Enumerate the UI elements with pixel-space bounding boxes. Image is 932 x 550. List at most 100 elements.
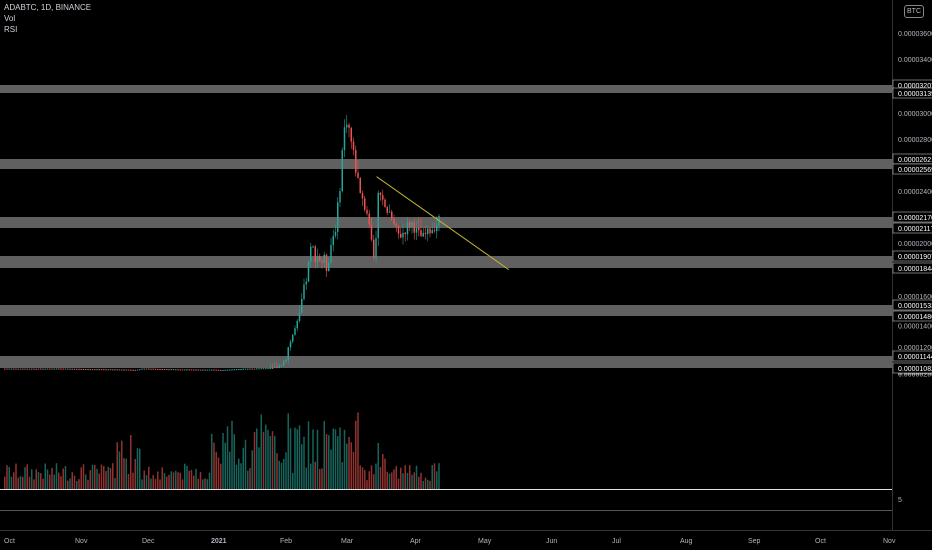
volume-bar	[334, 429, 337, 489]
volume-bar	[80, 467, 82, 489]
volume-bar	[35, 469, 37, 489]
candle	[78, 368, 80, 370]
candle	[150, 368, 152, 370]
volume-bar	[141, 479, 143, 489]
volume-bar	[231, 420, 233, 489]
volume-bar	[283, 458, 285, 489]
candle	[24, 368, 26, 370]
time-tick-label: Jul	[612, 538, 621, 545]
time-tick-label: Aug	[680, 538, 693, 545]
candle	[393, 219, 395, 224]
volume-bar	[307, 421, 310, 489]
candle	[310, 246, 312, 262]
candle	[186, 369, 188, 371]
volume-bar	[352, 451, 355, 489]
candle	[67, 368, 69, 370]
candle	[82, 368, 85, 370]
candle	[87, 369, 89, 371]
candle	[98, 369, 100, 371]
volume-bar	[222, 433, 224, 489]
level-label-box	[892, 362, 932, 374]
volume-bar	[139, 448, 141, 489]
time-tick-label: Mar	[341, 538, 354, 545]
volume-bar	[85, 474, 87, 489]
volume-bar	[188, 470, 190, 489]
candle	[413, 221, 415, 233]
candle	[328, 262, 330, 271]
candle	[220, 369, 222, 371]
volume-bar	[424, 477, 427, 489]
time-axis: Oct Nov Dec 2021 Feb Mar Apr May Jun Jul Aug Sep Oct…	[0, 530, 932, 545]
candle	[384, 199, 386, 208]
price-tick-label: 0.00002800	[898, 137, 932, 144]
level-label-box	[892, 87, 932, 99]
price-zone	[0, 85, 892, 93]
volume-bar	[179, 472, 181, 489]
candle	[166, 369, 168, 371]
volume-bar	[404, 465, 406, 489]
candle	[377, 192, 379, 238]
candle	[226, 369, 229, 371]
volume-bar	[402, 473, 404, 489]
candle	[418, 227, 420, 231]
volume-bar	[197, 478, 199, 489]
candle	[143, 368, 145, 370]
volume-bar	[199, 472, 202, 489]
volume-bar	[4, 476, 6, 489]
volume-bar	[429, 480, 431, 489]
volume-bar	[60, 476, 62, 489]
volume-bar	[238, 458, 240, 489]
volume-bar	[31, 469, 33, 489]
currency-badge[interactable]: BTC	[904, 5, 924, 18]
volume-bar	[49, 474, 51, 489]
time-tick-label: Nov	[75, 538, 88, 545]
candle	[402, 232, 404, 238]
price-tick-label: 0.00003600	[898, 31, 932, 38]
candle	[249, 368, 251, 370]
candle	[242, 368, 244, 370]
candle	[247, 368, 249, 370]
candle	[267, 368, 269, 370]
candle	[350, 127, 352, 142]
volume-bar	[368, 471, 370, 489]
volume-bar	[364, 469, 366, 489]
candle	[348, 124, 350, 128]
candle	[312, 246, 314, 248]
candle	[314, 246, 316, 263]
volume-bar	[328, 435, 330, 489]
candle	[397, 225, 400, 234]
volume-bar	[206, 479, 208, 489]
candle	[40, 368, 42, 370]
volume-bar	[6, 465, 8, 489]
level-label-box	[892, 262, 932, 274]
volume-bar	[53, 474, 55, 489]
volume-bar	[271, 431, 274, 489]
volume-indicator-label[interactable]: Vol	[4, 14, 16, 23]
volume-bar	[249, 468, 251, 489]
volume-bar	[172, 472, 175, 489]
candle	[222, 369, 224, 371]
rsi-indicator-label[interactable]: RSI	[4, 25, 18, 34]
candle	[283, 361, 285, 366]
candle	[179, 369, 181, 371]
level-label: 0.00002621	[898, 157, 932, 164]
volume-bar	[341, 462, 343, 489]
volume-bar	[105, 471, 107, 489]
candle	[193, 369, 195, 371]
symbol-label[interactable]: ADABTC, 1D, BINANCE	[4, 3, 92, 12]
candle	[334, 231, 337, 236]
volume-bar	[116, 442, 118, 489]
price-tick-label: 0.00002000	[898, 241, 932, 248]
level-label-box	[892, 222, 932, 234]
volume-bar	[98, 473, 100, 489]
candle	[292, 334, 294, 342]
candle	[76, 368, 78, 370]
price-zone	[0, 159, 892, 169]
candle	[298, 312, 301, 321]
volume-bar	[305, 467, 307, 489]
volume-bar	[253, 432, 256, 489]
candle	[406, 222, 409, 235]
candle	[206, 369, 208, 371]
chart-legend: ADABTC, 1D, BINANCE Vol RSI	[4, 2, 91, 35]
